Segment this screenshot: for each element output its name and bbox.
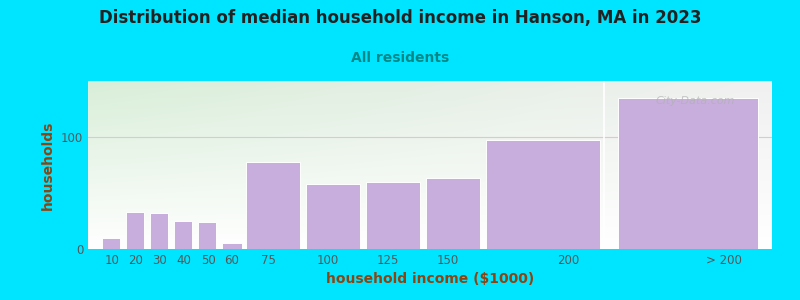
Bar bbox=[246, 162, 300, 249]
Bar bbox=[174, 221, 192, 249]
X-axis label: household income ($1000): household income ($1000) bbox=[326, 272, 534, 286]
Bar bbox=[366, 182, 420, 249]
Bar bbox=[126, 212, 144, 249]
Bar bbox=[198, 222, 216, 249]
Y-axis label: households: households bbox=[42, 120, 55, 210]
Bar bbox=[618, 98, 758, 249]
Bar bbox=[306, 184, 360, 249]
Bar bbox=[150, 213, 168, 249]
Text: All residents: All residents bbox=[351, 51, 449, 65]
Bar bbox=[486, 140, 600, 249]
Bar bbox=[102, 238, 120, 249]
Text: City-Data.com: City-Data.com bbox=[656, 96, 735, 106]
Bar bbox=[426, 178, 480, 249]
Text: Distribution of median household income in Hanson, MA in 2023: Distribution of median household income … bbox=[98, 9, 702, 27]
Bar bbox=[222, 243, 242, 249]
